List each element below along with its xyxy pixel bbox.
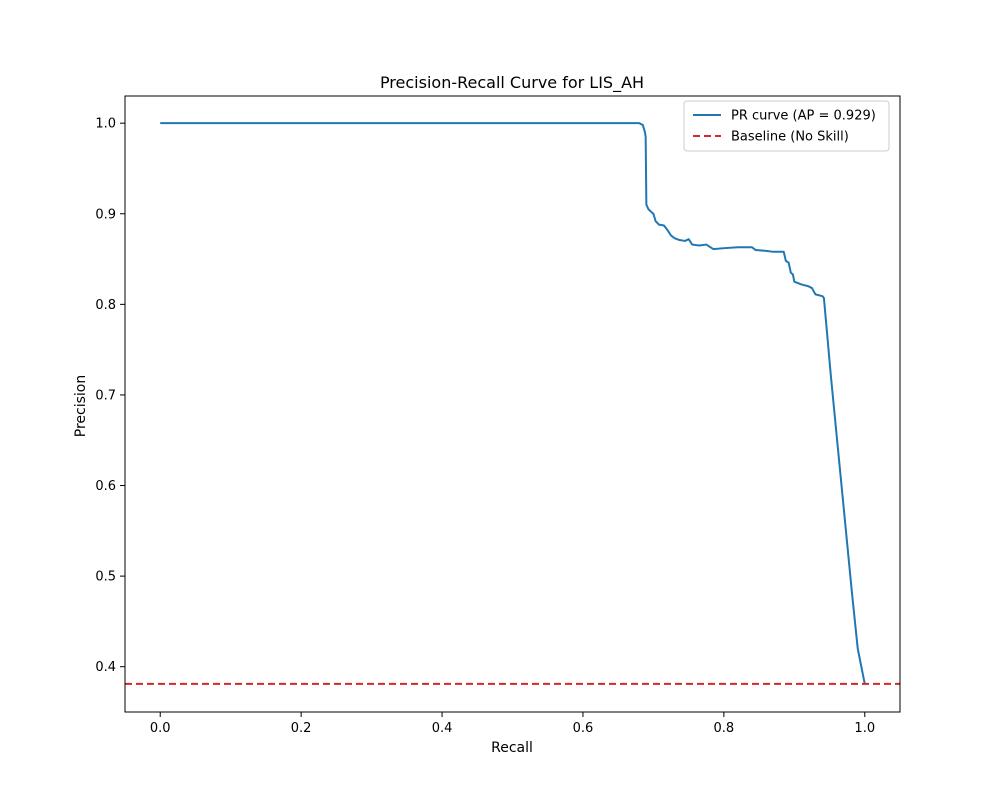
y-tick-label: 0.8	[95, 298, 116, 313]
x-tick-label: 0.2	[291, 721, 312, 736]
plot-area	[124, 95, 901, 713]
y-tick-label: 0.4	[95, 660, 116, 675]
legend-pr-curve-label: PR curve (AP = 0.929)	[731, 109, 876, 124]
x-tick-label: 0.0	[150, 721, 171, 736]
y-tick-label: 0.6	[95, 479, 116, 494]
y-axis: 0.4 0.5 0.6 0.7 0.8 0.9 1.0	[95, 117, 125, 675]
x-tick-label: 0.8	[714, 721, 735, 736]
pr-curve-line	[160, 122, 866, 685]
legend-baseline-label: Baseline (No Skill)	[731, 130, 849, 145]
y-tick-label: 0.9	[95, 207, 116, 222]
y-axis-label: Precision	[73, 375, 89, 437]
x-tick-label: 1.0	[854, 721, 875, 736]
y-tick-label: 1.0	[95, 117, 116, 132]
x-axis: 0.0 0.2 0.4 0.6 0.8 1.0	[150, 712, 875, 736]
plot-frame	[124, 95, 901, 713]
x-axis-label: Recall	[491, 740, 533, 756]
legend: PR curve (AP = 0.929) Baseline (No Skill)	[683, 100, 890, 152]
y-tick-label: 0.7	[95, 388, 116, 403]
x-tick-label: 0.6	[573, 721, 594, 736]
chart-title: Precision-Recall Curve for LIS_AH	[380, 73, 644, 93]
x-tick-label: 0.4	[432, 721, 453, 736]
y-tick-label: 0.5	[95, 570, 116, 585]
legend-box	[683, 100, 890, 152]
